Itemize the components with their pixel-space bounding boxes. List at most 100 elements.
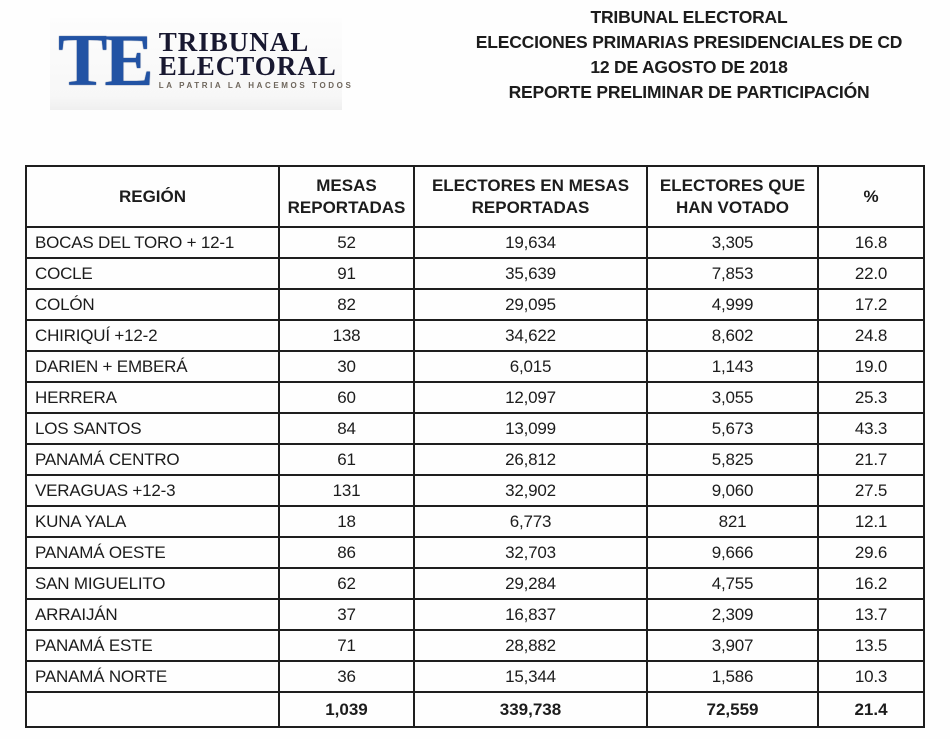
totals-electores-cell: 339,738 xyxy=(413,691,648,728)
table-row: COLÓN 82 29,095 4,999 17.2 xyxy=(25,288,925,321)
totals-region-cell xyxy=(25,691,280,728)
table-row: PANAMÁ OESTE 86 32,703 9,666 29.6 xyxy=(25,536,925,569)
title-line-2: ELECCIONES PRIMARIAS PRESIDENCIALES DE C… xyxy=(475,32,903,52)
region-cell: PANAMÁ NORTE xyxy=(25,660,280,693)
pct-cell: 21.7 xyxy=(817,443,925,476)
votados-cell: 8,602 xyxy=(646,319,819,352)
table-row: BOCAS DEL TORO + 12-1 52 19,634 3,305 16.8 xyxy=(25,226,925,259)
region-cell: SAN MIGUELITO xyxy=(25,567,280,600)
electores-cell: 26,812 xyxy=(413,443,648,476)
logo-name-line1: TRIBUNAL xyxy=(158,27,310,57)
electores-cell: 19,634 xyxy=(413,226,648,259)
votados-cell: 1,143 xyxy=(646,350,819,383)
table-footer: 1,039 339,738 72,559 21.4 xyxy=(25,691,925,728)
votados-cell: 9,060 xyxy=(646,474,819,507)
pct-cell: 17.2 xyxy=(817,288,925,321)
votados-cell: 4,999 xyxy=(646,288,819,321)
votados-cell: 2,309 xyxy=(646,598,819,631)
logo-name-line2: ELECTORAL xyxy=(158,51,337,81)
pct-cell: 24.8 xyxy=(817,319,925,352)
electores-cell: 32,703 xyxy=(413,536,648,569)
report-title: TRIBUNAL ELECTORAL ELECCIONES PRIMARIAS … xyxy=(428,5,950,105)
votados-cell: 3,055 xyxy=(646,381,819,414)
title-line-1: TRIBUNAL ELECTORAL xyxy=(590,7,788,27)
electores-cell: 16,837 xyxy=(413,598,648,631)
region-cell: PANAMÁ ESTE xyxy=(25,629,280,662)
column-header-pct: % xyxy=(817,165,925,228)
table-row: HERRERA 60 12,097 3,055 25.3 xyxy=(25,381,925,414)
electores-cell: 28,882 xyxy=(413,629,648,662)
pct-cell: 25.3 xyxy=(817,381,925,414)
region-cell: ARRAIJÁN xyxy=(25,598,280,631)
totals-mesas-cell: 1,039 xyxy=(278,691,415,728)
electores-cell: 13,099 xyxy=(413,412,648,445)
votados-cell: 3,305 xyxy=(646,226,819,259)
votados-cell: 1,586 xyxy=(646,660,819,693)
region-cell: VERAGUAS +12-3 xyxy=(25,474,280,507)
votados-cell: 4,755 xyxy=(646,567,819,600)
region-cell: CHIRIQUÍ +12-2 xyxy=(25,319,280,352)
mesas-cell: 71 xyxy=(278,629,415,662)
electores-cell: 32,902 xyxy=(413,474,648,507)
table-row: ARRAIJÁN 37 16,837 2,309 13.7 xyxy=(25,598,925,631)
header-row: REGIÓN MESAS REPORTADAS ELECTORES EN MES… xyxy=(25,165,925,228)
votados-cell: 821 xyxy=(646,505,819,538)
participation-table: REGIÓN MESAS REPORTADAS ELECTORES EN MES… xyxy=(25,165,925,728)
electores-cell: 34,622 xyxy=(413,319,648,352)
pct-cell: 19.0 xyxy=(817,350,925,383)
mesas-cell: 82 xyxy=(278,288,415,321)
table-row: PANAMÁ CENTRO 61 26,812 5,825 21.7 xyxy=(25,443,925,476)
mesas-cell: 60 xyxy=(278,381,415,414)
table-row: SAN MIGUELITO 62 29,284 4,755 16.2 xyxy=(25,567,925,600)
mesas-cell: 30 xyxy=(278,350,415,383)
mesas-cell: 62 xyxy=(278,567,415,600)
table-row: COCLE 91 35,639 7,853 22.0 xyxy=(25,257,925,290)
totals-votados-cell: 72,559 xyxy=(646,691,819,728)
mesas-cell: 91 xyxy=(278,257,415,290)
table-row: CHIRIQUÍ +12-2 138 34,622 8,602 24.8 xyxy=(25,319,925,352)
region-cell: COLÓN xyxy=(25,288,280,321)
column-header-electores: ELECTORES EN MESAS REPORTADAS xyxy=(413,165,648,228)
table-row: LOS SANTOS 84 13,099 5,673 43.3 xyxy=(25,412,925,445)
electores-cell: 15,344 xyxy=(413,660,648,693)
votados-cell: 5,825 xyxy=(646,443,819,476)
electores-cell: 12,097 xyxy=(413,381,648,414)
votados-cell: 7,853 xyxy=(646,257,819,290)
totals-row: 1,039 339,738 72,559 21.4 xyxy=(25,691,925,728)
region-cell: BOCAS DEL TORO + 12-1 xyxy=(25,226,280,259)
logo-text: TRIBUNAL ELECTORAL LA PATRIA LA HACEMOS … xyxy=(158,27,354,91)
column-header-votados: ELECTORES QUE HAN VOTADO xyxy=(646,165,819,228)
table-row: VERAGUAS +12-3 131 32,902 9,060 27.5 xyxy=(25,474,925,507)
te-logo-mark: TE xyxy=(58,20,154,102)
title-line-3: 12 DE AGOSTO DE 2018 xyxy=(590,57,788,77)
region-cell: LOS SANTOS xyxy=(25,412,280,445)
electores-cell: 29,284 xyxy=(413,567,648,600)
pct-cell: 16.8 xyxy=(817,226,925,259)
votados-cell: 3,907 xyxy=(646,629,819,662)
mesas-cell: 131 xyxy=(278,474,415,507)
table-row: PANAMÁ NORTE 36 15,344 1,586 10.3 xyxy=(25,660,925,693)
column-header-region: REGIÓN xyxy=(25,165,280,228)
region-cell: COCLE xyxy=(25,257,280,290)
votados-cell: 5,673 xyxy=(646,412,819,445)
table-row: DARIEN + EMBERÁ 30 6,015 1,143 19.0 xyxy=(25,350,925,383)
region-cell: KUNA YALA xyxy=(25,505,280,538)
region-cell: DARIEN + EMBERÁ xyxy=(25,350,280,383)
table-row: KUNA YALA 18 6,773 821 12.1 xyxy=(25,505,925,538)
mesas-cell: 52 xyxy=(278,226,415,259)
pct-cell: 12.1 xyxy=(817,505,925,538)
electores-cell: 29,095 xyxy=(413,288,648,321)
region-cell: PANAMÁ OESTE xyxy=(25,536,280,569)
region-cell: PANAMÁ CENTRO xyxy=(25,443,280,476)
pct-cell: 29.6 xyxy=(817,536,925,569)
mesas-cell: 18 xyxy=(278,505,415,538)
logo-tagline: LA PATRIA LA HACEMOS TODOS xyxy=(158,81,354,90)
mesas-cell: 61 xyxy=(278,443,415,476)
pct-cell: 22.0 xyxy=(817,257,925,290)
electores-cell: 35,639 xyxy=(413,257,648,290)
title-line-4: REPORTE PRELIMINAR DE PARTICIPACIÓN xyxy=(508,82,870,102)
mesas-cell: 138 xyxy=(278,319,415,352)
mesas-cell: 86 xyxy=(278,536,415,569)
column-header-mesas: MESAS REPORTADAS xyxy=(278,165,415,228)
pct-cell: 27.5 xyxy=(817,474,925,507)
